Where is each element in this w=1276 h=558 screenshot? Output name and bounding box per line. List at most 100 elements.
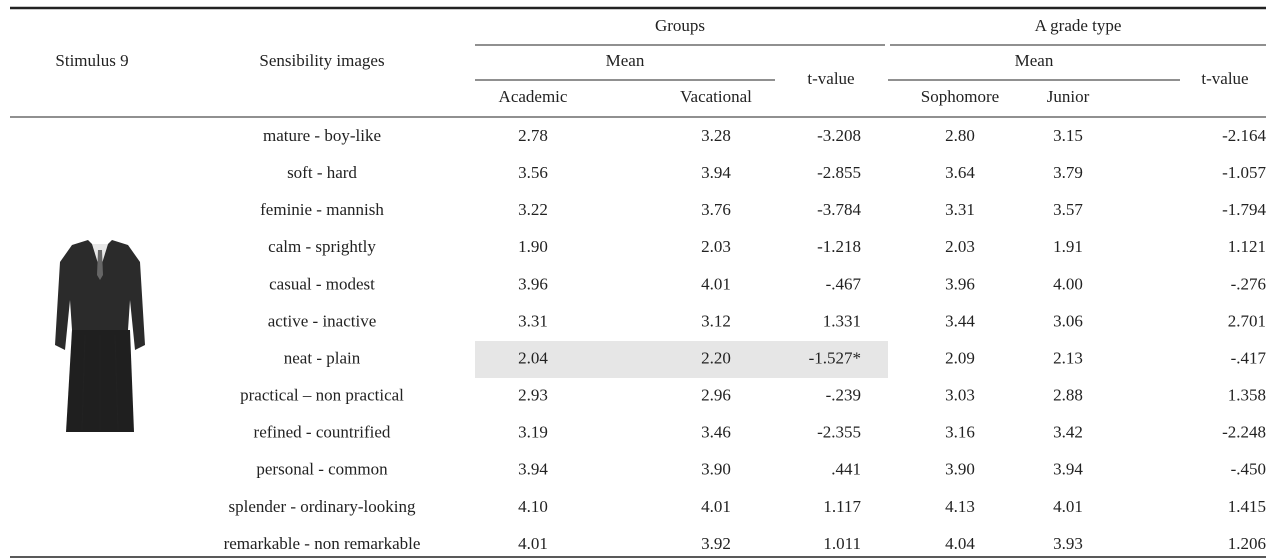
row-label: refined - countrified xyxy=(254,423,391,442)
cell: 3.44 xyxy=(945,311,975,330)
cell: 3.03 xyxy=(945,386,975,405)
cell: 4.04 xyxy=(945,534,975,553)
cell: -.276 xyxy=(1231,274,1266,293)
row-label: soft - hard xyxy=(287,163,357,182)
cell: 3.28 xyxy=(701,126,731,145)
cell: 1.331 xyxy=(823,311,861,330)
header-cell: Stimulus 9 xyxy=(55,51,128,70)
cell: 3.42 xyxy=(1053,423,1083,442)
cell: -2.164 xyxy=(1222,126,1266,145)
cell: 3.22 xyxy=(518,200,548,219)
cell: 3.16 xyxy=(945,423,975,442)
cell: 2.20 xyxy=(701,348,731,367)
cell: 2.78 xyxy=(518,126,548,145)
row-label: calm - sprightly xyxy=(268,237,376,256)
cell: -1.794 xyxy=(1222,200,1266,219)
cell: 4.01 xyxy=(701,274,731,293)
cell: .441 xyxy=(831,460,861,479)
cell: 3.56 xyxy=(518,163,548,182)
cell: 3.94 xyxy=(1053,460,1083,479)
cell: 3.93 xyxy=(1053,534,1083,553)
cell: -1.527* xyxy=(809,348,861,367)
cell: 2.88 xyxy=(1053,386,1083,405)
cell: -.239 xyxy=(826,386,861,405)
cell: 1.206 xyxy=(1228,534,1266,553)
cell: 3.79 xyxy=(1053,163,1083,182)
cell: -2.855 xyxy=(817,163,861,182)
cell: 1.011 xyxy=(823,534,861,553)
cell: 4.10 xyxy=(518,497,548,516)
cell: 2.09 xyxy=(945,348,975,367)
row-label: remarkable - non remarkable xyxy=(224,534,421,553)
cell: -1.218 xyxy=(817,237,861,256)
cell: 2.80 xyxy=(945,126,975,145)
cell: 4.00 xyxy=(1053,274,1083,293)
cell: 1.90 xyxy=(518,237,548,256)
cell: 2.13 xyxy=(1053,348,1083,367)
cell: 3.90 xyxy=(701,460,731,479)
cell: 3.90 xyxy=(945,460,975,479)
cell: -2.355 xyxy=(817,423,861,442)
row-label: neat - plain xyxy=(284,348,361,367)
cell: -1.057 xyxy=(1222,163,1266,182)
cell: 3.94 xyxy=(518,460,548,479)
row-label: casual - modest xyxy=(269,274,375,293)
highlight-cell xyxy=(475,341,888,378)
suit-image xyxy=(55,240,145,432)
header-cell: Junior xyxy=(1047,87,1090,106)
header-cell: Mean xyxy=(606,51,645,70)
cell: -3.208 xyxy=(817,126,861,145)
row-label: feminie - mannish xyxy=(260,200,384,219)
cell: 2.04 xyxy=(518,348,548,367)
cell: 2.96 xyxy=(701,386,731,405)
cell: -.467 xyxy=(826,274,862,293)
cell: 3.96 xyxy=(518,274,548,293)
header-cell: t-value xyxy=(807,69,854,88)
cell: 4.13 xyxy=(945,497,975,516)
cell: 4.01 xyxy=(1053,497,1083,516)
cell: 2.93 xyxy=(518,386,548,405)
header-cell: Mean xyxy=(1015,51,1054,70)
header-cell: t-value xyxy=(1201,69,1248,88)
cell: 3.64 xyxy=(945,163,975,182)
cell: 3.31 xyxy=(518,311,548,330)
cell: -2.248 xyxy=(1222,423,1266,442)
cell: 1.358 xyxy=(1228,386,1266,405)
cell: 1.91 xyxy=(1053,237,1083,256)
cell: 2.701 xyxy=(1228,311,1266,330)
cell: 3.06 xyxy=(1053,311,1083,330)
cell: 3.19 xyxy=(518,423,548,442)
cell: 3.92 xyxy=(701,534,731,553)
cell: 4.01 xyxy=(701,497,731,516)
cell: -3.784 xyxy=(817,200,861,219)
cell: 4.01 xyxy=(518,534,548,553)
cell: 3.31 xyxy=(945,200,975,219)
cell: 3.15 xyxy=(1053,126,1083,145)
row-label: active - inactive xyxy=(268,311,377,330)
cell: 1.415 xyxy=(1228,497,1266,516)
cell: 1.121 xyxy=(1228,237,1266,256)
cell: 2.03 xyxy=(945,237,975,256)
header-cell: A grade type xyxy=(1035,16,1122,35)
row-label: splender - ordinary-looking xyxy=(229,497,416,516)
header-cell: Sophomore xyxy=(921,87,999,106)
cell: 1.117 xyxy=(823,497,861,516)
header-cell: Groups xyxy=(655,16,705,35)
row-label: mature - boy-like xyxy=(263,126,381,145)
cell: -.417 xyxy=(1231,348,1267,367)
cell: 3.94 xyxy=(701,163,731,182)
cell: 3.12 xyxy=(701,311,731,330)
header-cell: Academic xyxy=(499,87,568,106)
cell: 3.57 xyxy=(1053,200,1083,219)
row-label: personal - common xyxy=(256,460,388,479)
cell: 3.46 xyxy=(701,423,731,442)
header-cell: Vacational xyxy=(680,87,752,106)
cell: 2.03 xyxy=(701,237,731,256)
cell: 3.76 xyxy=(701,200,731,219)
cell: 3.96 xyxy=(945,274,975,293)
header-cell: Sensibility images xyxy=(259,51,384,70)
row-label: practical – non practical xyxy=(240,386,404,405)
cell: -.450 xyxy=(1231,460,1266,479)
